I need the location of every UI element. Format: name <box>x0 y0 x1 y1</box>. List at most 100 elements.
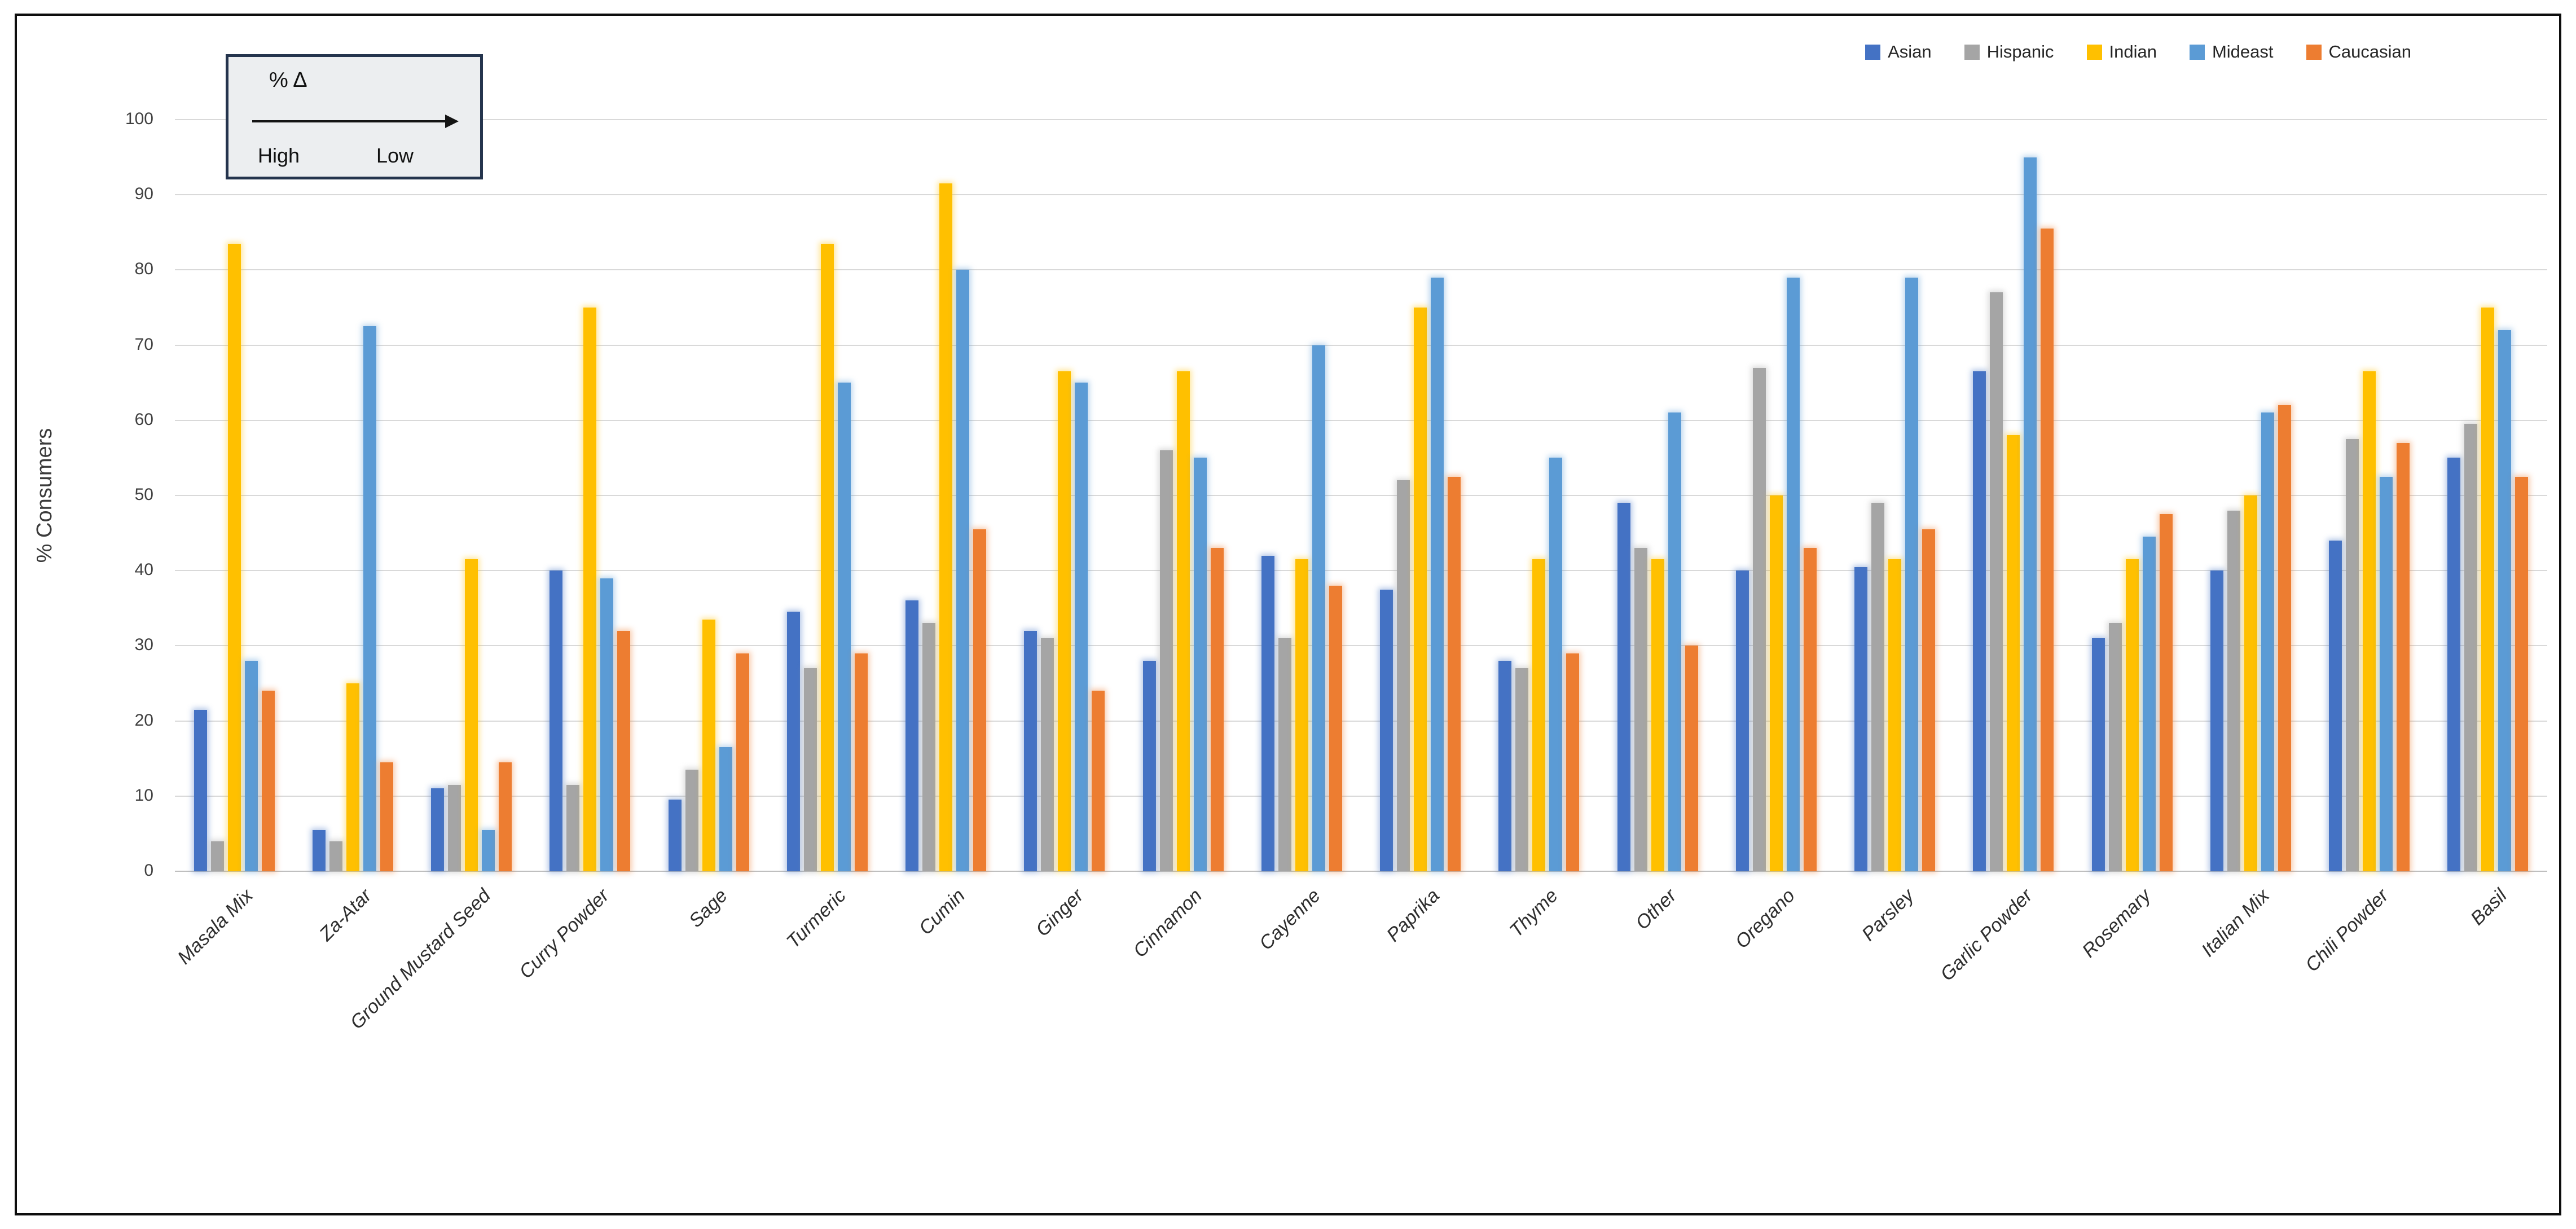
bar-asian-14 <box>1854 567 1868 871</box>
bar-hispanic-18 <box>2346 439 2359 871</box>
bar-asian-11 <box>1498 661 1512 871</box>
bar-hispanic-7 <box>1041 638 1054 871</box>
y-tick-label: 30 <box>134 635 153 655</box>
bar-mideast-13 <box>1786 277 1800 871</box>
bar-indian-8 <box>1176 371 1190 871</box>
bar-caucasian-17 <box>2278 405 2291 871</box>
bar-hispanic-8 <box>1159 450 1173 871</box>
legend-label: Asian <box>1888 42 1932 62</box>
bar-mideast-19 <box>2498 330 2512 871</box>
bar-indian-4 <box>702 619 715 871</box>
bar-indian-7 <box>1058 371 1071 871</box>
bar-caucasian-12 <box>1685 646 1698 871</box>
bar-asian-2 <box>431 788 445 871</box>
bar-caucasian-7 <box>1092 691 1105 871</box>
bar-mideast-14 <box>1905 277 1919 871</box>
legend-label: Hispanic <box>1986 42 2054 62</box>
bar-indian-15 <box>2007 435 2020 871</box>
bar-asian-0 <box>194 709 207 871</box>
gridline <box>175 795 2547 797</box>
bar-mideast-6 <box>956 270 970 871</box>
bar-asian-4 <box>668 800 682 871</box>
gridline <box>175 269 2547 271</box>
bar-asian-6 <box>905 600 919 871</box>
bar-hispanic-2 <box>448 784 461 871</box>
y-axis-title: % Consumers <box>33 428 56 563</box>
bar-indian-16 <box>2125 559 2139 871</box>
bar-caucasian-11 <box>1566 653 1580 871</box>
bar-hispanic-12 <box>1634 548 1647 871</box>
bar-indian-9 <box>1295 559 1308 871</box>
bar-hispanic-10 <box>1397 480 1410 871</box>
gridline <box>175 495 2547 496</box>
y-tick-label: 10 <box>134 785 153 805</box>
legend-item-indian: Indian <box>2086 42 2157 62</box>
bar-hispanic-13 <box>1752 367 1766 871</box>
bar-mideast-2 <box>482 829 495 871</box>
bar-mideast-17 <box>2261 412 2274 871</box>
bar-indian-3 <box>583 308 597 871</box>
y-tick-label: 0 <box>144 861 153 880</box>
bar-caucasian-19 <box>2515 476 2529 871</box>
bar-caucasian-6 <box>973 529 987 871</box>
gridline <box>175 419 2547 421</box>
bar-caucasian-16 <box>2159 514 2173 871</box>
bar-hispanic-16 <box>2108 623 2122 871</box>
bar-indian-17 <box>2244 495 2257 871</box>
bar-mideast-7 <box>1075 383 1088 871</box>
legend-swatch <box>2086 44 2102 60</box>
bar-mideast-3 <box>600 578 614 871</box>
delta-high-label: High <box>258 144 300 167</box>
legend-swatch <box>1865 44 1881 60</box>
gridline <box>175 119 2547 120</box>
legend-label: Caucasian <box>2328 42 2411 62</box>
bar-indian-13 <box>1769 495 1783 871</box>
legend: Asian Hispanic Indian Mideast Caucasian <box>1865 42 2411 62</box>
bar-mideast-16 <box>2142 537 2156 871</box>
bar-caucasian-2 <box>499 762 512 871</box>
gridline <box>175 570 2547 572</box>
bar-mideast-1 <box>363 326 376 871</box>
legend-item-asian: Asian <box>1865 42 1932 62</box>
bar-caucasian-1 <box>380 762 393 871</box>
legend-item-mideast: Mideast <box>2189 42 2274 62</box>
bar-mideast-15 <box>2024 157 2037 871</box>
bar-mideast-9 <box>1312 345 1325 871</box>
bar-caucasian-3 <box>617 630 631 871</box>
gridline <box>175 645 2547 647</box>
bar-caucasian-5 <box>854 653 868 871</box>
bar-asian-3 <box>550 570 563 871</box>
gridline <box>175 344 2547 346</box>
bar-hispanic-6 <box>922 623 936 871</box>
bar-indian-10 <box>1414 308 1427 871</box>
y-tick-label: 20 <box>134 710 153 730</box>
bar-mideast-18 <box>2380 476 2393 871</box>
bar-caucasian-0 <box>261 691 275 871</box>
bar-mideast-5 <box>837 383 851 871</box>
delta-arrow-icon <box>252 115 459 128</box>
bar-caucasian-15 <box>2041 229 2054 871</box>
legend-item-hispanic: Hispanic <box>1964 42 2054 62</box>
bar-asian-7 <box>1024 630 1038 871</box>
y-tick-label: 100 <box>125 109 153 128</box>
bar-hispanic-4 <box>685 770 698 871</box>
bar-asian-18 <box>2329 540 2342 871</box>
bar-mideast-11 <box>1549 458 1563 871</box>
bar-caucasian-9 <box>1329 585 1342 871</box>
bar-hispanic-17 <box>2227 510 2240 871</box>
legend-swatch <box>1964 44 1980 60</box>
x-axis-line <box>175 871 2547 872</box>
bar-caucasian-10 <box>1448 476 1461 871</box>
bar-hispanic-0 <box>210 841 224 871</box>
bar-caucasian-14 <box>1922 529 1936 871</box>
bar-hispanic-14 <box>1871 503 1885 871</box>
bar-asian-1 <box>312 829 326 871</box>
bar-indian-18 <box>2363 371 2376 871</box>
bar-hispanic-5 <box>803 668 817 871</box>
bar-indian-1 <box>346 683 359 871</box>
bar-mideast-0 <box>244 661 258 871</box>
bar-hispanic-3 <box>566 784 580 871</box>
y-tick-label: 80 <box>134 260 153 279</box>
y-tick-label: 50 <box>134 485 153 504</box>
bar-hispanic-15 <box>1990 292 2003 871</box>
